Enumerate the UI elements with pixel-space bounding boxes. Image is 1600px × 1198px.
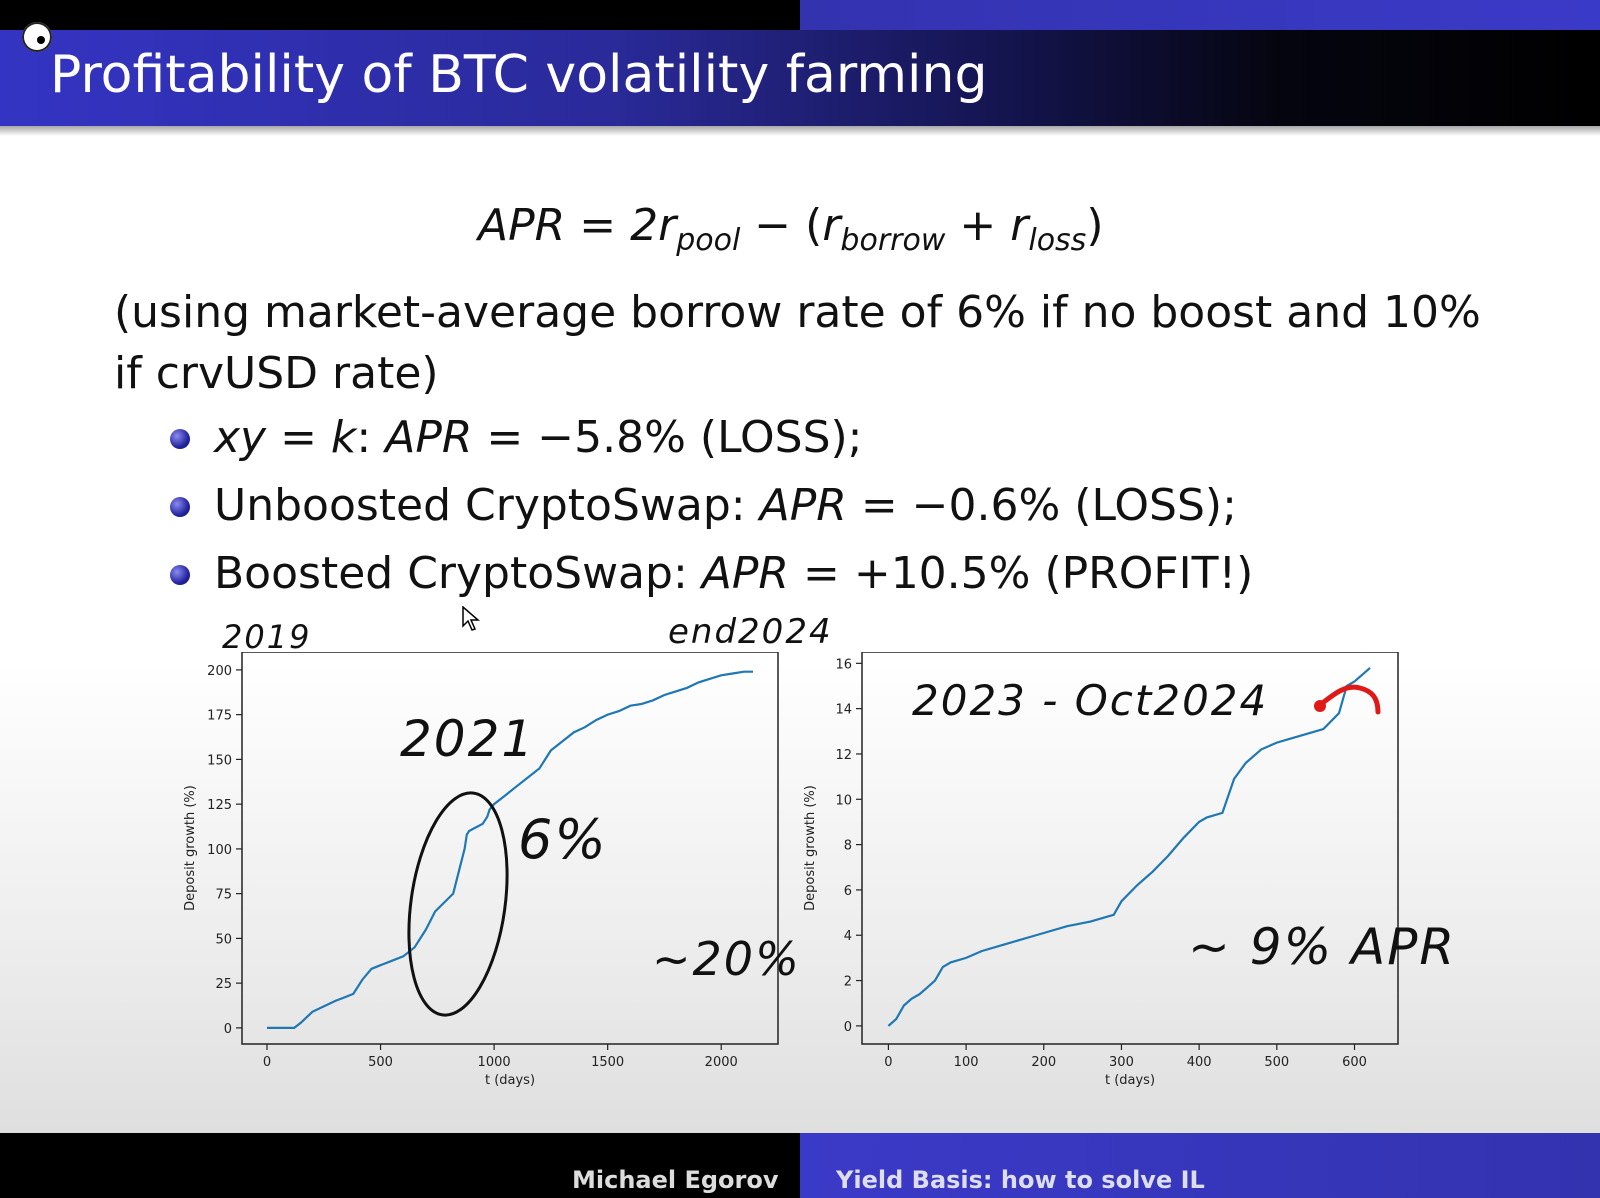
- x-axis-label: t (days): [1105, 1073, 1155, 1088]
- y-tick-label: 50: [215, 932, 232, 947]
- y-tick-label: 175: [207, 709, 232, 724]
- series-line: [267, 670, 753, 1029]
- annotation-end2024: end2024: [668, 612, 833, 652]
- presentation-pointer-icon[interactable]: [22, 22, 52, 52]
- footer-bar-accent: [800, 1133, 1600, 1198]
- deposit-growth-chart-2023-2024: 0 100 200 300 400 500 600 0 2 4 6 8 10 12 14 16 t (days)…: [803, 652, 1399, 1088]
- y-tick-label: 25: [215, 977, 232, 992]
- bullet-apr: APR: [385, 412, 473, 463]
- formula-sub-pool: pool: [676, 223, 741, 258]
- y-tick-label: 125: [207, 798, 232, 813]
- x-tick-label: 0: [263, 1055, 271, 1070]
- x-tick-label: 2000: [705, 1055, 738, 1070]
- x-tick-label: 400: [1187, 1055, 1212, 1070]
- formula-minus: −: [754, 200, 792, 251]
- bullet-ball-icon: [170, 565, 190, 585]
- annotation-twenty-pct: ~20%: [652, 932, 801, 986]
- formula-coef: 2r: [630, 200, 677, 251]
- x-tick-label: 0: [884, 1055, 892, 1070]
- annotation-2019: 2019: [222, 618, 312, 656]
- bullet-sep: :: [356, 412, 386, 463]
- annotation-oct2024: 2023 - Oct2024: [912, 676, 1269, 725]
- x-tick-label: 200: [1031, 1055, 1056, 1070]
- x-tick-label: 300: [1109, 1055, 1134, 1070]
- x-tick-label: 100: [954, 1055, 979, 1070]
- annotation-nine-apr: ~ 9% APR: [1188, 918, 1457, 976]
- bullet-sep: Boosted CryptoSwap:: [214, 548, 702, 599]
- title-bar: [0, 30, 1600, 136]
- bullet-boosted: Boosted CryptoSwap: APR = +10.5% (PROFIT…: [170, 544, 1253, 612]
- annotation-2021: 2021: [400, 710, 536, 768]
- mouse-cursor-icon: [462, 606, 480, 631]
- y-tick-label: 12: [835, 748, 852, 763]
- deposit-growth-chart-2019-2024: 0 500 1000 1500 2000 0 25 50 75 100 125 150 175 200 t …: [183, 652, 779, 1088]
- annotation-red-squiggle: [1317, 684, 1381, 715]
- formula-plus: +: [959, 200, 997, 251]
- footer-talk-title: Yield Basis: how to solve IL: [836, 1166, 1205, 1194]
- bullet-apr: APR: [759, 480, 847, 531]
- formula-r2: r: [1010, 200, 1029, 251]
- y-tick-label: 8: [844, 839, 852, 854]
- annotation-circle: [407, 791, 509, 1017]
- bullet-text: = −5.8% (LOSS);: [472, 412, 863, 463]
- series-line: [887, 667, 1371, 1027]
- y-tick-label: 0: [224, 1022, 232, 1037]
- bullet-xyk: xy = k: APR = −5.8% (LOSS);: [170, 408, 1253, 476]
- apr-bullet-list: xy = k: APR = −5.8% (LOSS); Unboosted Cr…: [170, 408, 1253, 612]
- formula-sub-borrow: borrow: [840, 223, 946, 258]
- formula-lhs: APR: [478, 200, 566, 251]
- x-tick-label: 1500: [591, 1055, 624, 1070]
- x-tick-label: 500: [368, 1055, 393, 1070]
- bullet-text: = +10.5% (PROFIT!): [788, 548, 1254, 599]
- apr-formula: APR = 2rpool − (rborrow + rloss): [478, 200, 1103, 258]
- y-tick-label: 14: [835, 703, 852, 718]
- bullet-ball-icon: [170, 429, 190, 449]
- y-tick-label: 10: [835, 793, 852, 808]
- formula-sub-loss: loss: [1028, 223, 1087, 258]
- y-axis-label: Deposit growth (%): [803, 785, 818, 911]
- borrow-rate-note: (using market-average borrow rate of 6% …: [114, 287, 1481, 399]
- y-tick-label: 150: [207, 753, 232, 768]
- bullet-sep: Unboosted CryptoSwap:: [214, 480, 760, 531]
- footer-author: Michael Egorov: [572, 1166, 779, 1194]
- y-tick-label: 0: [844, 1020, 852, 1035]
- x-tick-label: 600: [1342, 1055, 1367, 1070]
- y-tick-label: 200: [207, 664, 232, 679]
- y-axis-label: Deposit growth (%): [183, 785, 198, 911]
- bullet-apr: APR: [701, 548, 789, 599]
- y-tick-label: 6: [844, 884, 852, 899]
- y-tick-label: 4: [844, 929, 852, 944]
- x-axis-label: t (days): [485, 1073, 535, 1088]
- formula-open: (: [805, 200, 823, 251]
- annotation-red-dot: [1314, 700, 1326, 712]
- footer-bar: [0, 1133, 1600, 1198]
- y-tick-label: 2: [844, 975, 852, 990]
- plot-frame: [241, 652, 779, 1045]
- y-tick-label: 16: [835, 657, 852, 672]
- top-bar-accent: [800, 0, 1600, 30]
- top-bar: [0, 0, 1600, 30]
- annotation-six-pct: 6%: [518, 808, 608, 871]
- bullet-unboosted: Unboosted CryptoSwap: APR = −0.6% (LOSS)…: [170, 476, 1253, 544]
- x-tick-label: 1000: [478, 1055, 511, 1070]
- formula-eq: =: [579, 200, 617, 251]
- bullet-ball-icon: [170, 497, 190, 517]
- slide-title: Profitability of BTC volatility farming: [50, 45, 988, 105]
- plot-frame: [861, 652, 1399, 1045]
- x-tick-label: 500: [1264, 1055, 1289, 1070]
- formula-close: ): [1086, 200, 1104, 251]
- bullet-text: = −0.6% (LOSS);: [846, 480, 1237, 531]
- y-tick-label: 100: [207, 843, 232, 858]
- y-tick-label: 75: [215, 888, 232, 903]
- bullet-math: xy = k: [214, 412, 357, 463]
- formula-r1: r: [822, 200, 841, 251]
